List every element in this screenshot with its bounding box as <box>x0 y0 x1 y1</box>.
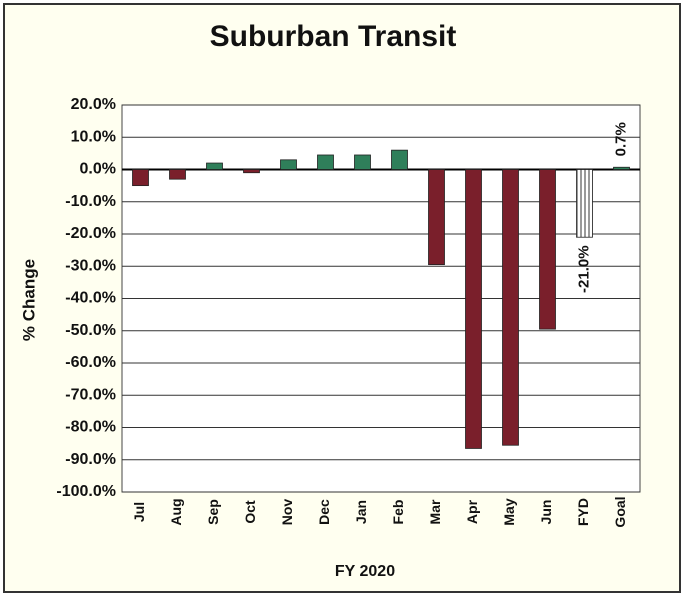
y-tick-label: 20.0% <box>71 96 116 113</box>
bar <box>243 169 260 174</box>
x-tick-label: May <box>501 498 517 525</box>
x-tick-label: Jun <box>538 500 554 525</box>
bar <box>354 154 371 170</box>
chart-title: Suburban Transit <box>210 20 457 53</box>
y-tick-label: 10.0% <box>71 128 116 145</box>
bar <box>502 169 519 446</box>
x-tick-label: FYD <box>575 498 591 526</box>
x-tick-label: Aug <box>168 498 184 525</box>
y-tick-label: -100.0% <box>56 483 116 500</box>
bar <box>576 169 593 238</box>
bar <box>428 169 445 266</box>
data-label: 0.7% <box>612 122 629 156</box>
y-tick-label: -90.0% <box>65 451 116 468</box>
y-tick-label: -70.0% <box>65 386 116 403</box>
bar <box>317 154 334 170</box>
y-tick-label: -20.0% <box>65 225 116 242</box>
y-tick-label: -10.0% <box>65 193 116 210</box>
x-tick-label: Feb <box>390 500 406 525</box>
bar <box>391 149 408 170</box>
y-tick-label: -80.0% <box>65 419 116 436</box>
bar <box>465 169 482 449</box>
x-tick-label: Goal <box>612 496 628 527</box>
x-axis-label: FY 2020 <box>335 563 395 580</box>
bar <box>169 169 186 180</box>
bar <box>280 159 297 170</box>
x-tick-label: Oct <box>242 500 258 524</box>
y-tick-label: -40.0% <box>65 290 116 307</box>
x-tick-label: Jan <box>353 500 369 524</box>
x-tick-label: Apr <box>464 499 480 524</box>
bar <box>539 169 556 330</box>
x-tick-label: Dec <box>316 499 332 525</box>
x-tick-label: Jul <box>131 502 147 522</box>
y-tick-label: -50.0% <box>65 322 116 339</box>
y-tick-label: -30.0% <box>65 257 116 274</box>
y-tick-label: 0.0% <box>80 161 116 178</box>
y-axis-label: % Change <box>19 259 38 341</box>
y-tick-label: -60.0% <box>65 354 116 371</box>
data-label: -21.0% <box>575 245 592 293</box>
bar <box>132 169 149 187</box>
x-tick-label: Mar <box>427 499 443 524</box>
x-tick-label: Sep <box>205 499 221 525</box>
x-tick-label: Nov <box>279 499 295 526</box>
bar <box>613 166 630 170</box>
bar <box>206 162 223 170</box>
